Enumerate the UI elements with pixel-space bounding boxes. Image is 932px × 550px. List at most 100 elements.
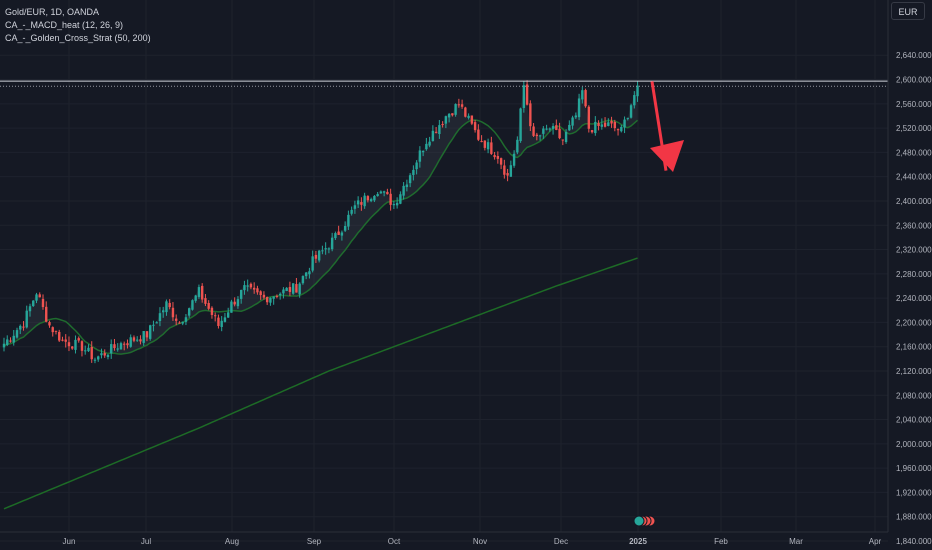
candle-body xyxy=(581,90,584,100)
y-tick-label: 2,120.000 xyxy=(896,367,932,376)
arrow-head xyxy=(650,140,684,172)
candle-body xyxy=(165,301,168,313)
candle-body xyxy=(103,353,106,356)
candle-body xyxy=(110,344,113,354)
candle-body xyxy=(425,143,428,150)
candle-body xyxy=(200,285,204,300)
candle-body xyxy=(162,310,165,313)
candle-body xyxy=(454,104,457,115)
candle-body xyxy=(35,294,38,301)
candle-body xyxy=(353,205,357,209)
candle-body xyxy=(80,341,84,351)
candle-body xyxy=(129,337,132,347)
candle-body xyxy=(9,340,12,342)
candle-body xyxy=(194,295,197,301)
candle-body xyxy=(607,122,610,126)
symbol-title[interactable]: Gold/EUR, 1D, OANDA xyxy=(5,7,100,17)
candle-body xyxy=(347,214,350,227)
candle-body xyxy=(41,298,45,308)
y-tick-label: 1,960.000 xyxy=(896,464,932,473)
candle-body xyxy=(158,313,162,322)
candle-body xyxy=(324,248,327,250)
candle-body xyxy=(369,199,373,202)
candle-body xyxy=(571,117,574,126)
candle-body xyxy=(366,196,370,201)
down-arrow-icon xyxy=(650,81,684,172)
candle-body xyxy=(126,343,129,346)
candle-body xyxy=(421,150,425,153)
y-tick-label: 1,880.000 xyxy=(896,513,932,522)
candle-body xyxy=(67,342,71,347)
candle-body xyxy=(123,343,126,345)
candle-body xyxy=(587,106,591,129)
y-tick-label: 2,560.000 xyxy=(896,100,932,109)
ma-ribbon xyxy=(4,85,638,355)
candle-body xyxy=(243,285,246,291)
candle-body xyxy=(285,287,288,292)
candle-body xyxy=(363,195,366,207)
x-tick-label: Feb xyxy=(714,537,728,546)
candle-body xyxy=(577,98,581,118)
indicator-macd[interactable]: CA_-_MACD_heat (12, 26, 9) xyxy=(5,20,124,30)
candle-body xyxy=(529,103,532,127)
candle-body xyxy=(168,302,171,308)
grid xyxy=(0,0,888,541)
candle-body xyxy=(486,142,490,150)
candle-body xyxy=(54,330,58,332)
candle-body xyxy=(467,115,470,118)
candle-body xyxy=(542,128,545,134)
candle-body xyxy=(434,131,438,133)
candle-body xyxy=(288,286,292,292)
candle-body xyxy=(278,293,282,296)
candle-body xyxy=(6,339,9,346)
x-tick-label: Mar xyxy=(789,537,803,546)
candle-body xyxy=(87,347,90,352)
y-tick-label: 2,160.000 xyxy=(896,343,932,352)
candle-body xyxy=(532,126,535,136)
candle-body xyxy=(561,139,565,141)
candle-body xyxy=(633,95,636,106)
candle-body xyxy=(447,113,451,118)
candle-body xyxy=(623,119,626,128)
candle-body xyxy=(343,225,347,231)
candle-body xyxy=(213,315,217,317)
x-tick-label: Dec xyxy=(554,537,568,546)
candle-body xyxy=(256,288,259,293)
candle-body xyxy=(493,155,496,158)
candle-body xyxy=(207,302,210,309)
candle-body xyxy=(382,191,386,193)
candle-body xyxy=(265,297,269,303)
candle-body xyxy=(259,291,262,296)
candle-body xyxy=(477,129,480,140)
y-tick-label: 2,080.000 xyxy=(896,391,932,400)
candle-body xyxy=(516,139,519,153)
indicator-golden-cross[interactable]: CA_-_Golden_Cross_Strat (50, 200) xyxy=(5,33,151,43)
candle-body xyxy=(217,317,220,326)
candle-body xyxy=(506,173,509,176)
candle-body xyxy=(522,85,526,108)
candle-body xyxy=(191,300,194,310)
candle-body xyxy=(197,287,201,297)
candle-body xyxy=(405,184,409,188)
y-tick-label: 2,000.000 xyxy=(896,440,932,449)
candles xyxy=(2,80,639,364)
candle-body xyxy=(551,126,555,129)
candle-body xyxy=(373,195,376,201)
candle-body xyxy=(291,283,295,294)
candle-body xyxy=(538,135,542,137)
candle-body xyxy=(308,271,311,275)
candle-body xyxy=(249,283,253,288)
candle-body xyxy=(321,250,324,252)
candle-body xyxy=(152,324,155,326)
candle-body xyxy=(74,339,77,350)
candle-body xyxy=(464,107,467,117)
candle-body xyxy=(106,354,110,358)
currency-button[interactable]: EUR xyxy=(891,2,925,20)
x-tick-label: Nov xyxy=(473,537,487,546)
y-tick-label: 1,840.000 xyxy=(896,537,932,546)
sma-50-line xyxy=(3,119,639,355)
candle-body xyxy=(525,84,529,105)
candle-body xyxy=(470,115,474,124)
candle-body xyxy=(181,321,184,324)
